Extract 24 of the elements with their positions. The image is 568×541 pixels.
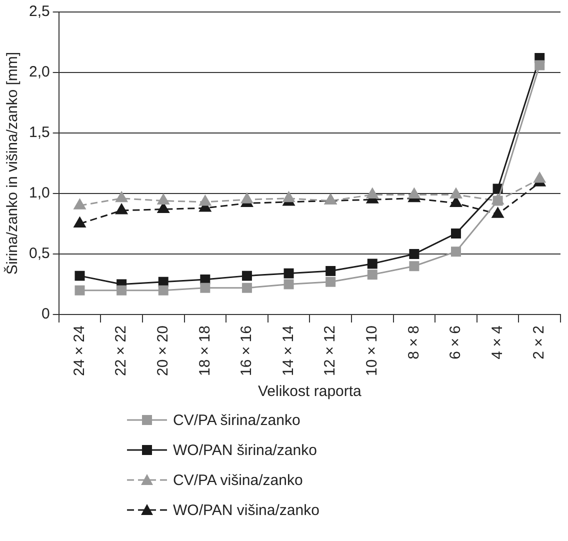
x-tick-label: 18 × 18	[196, 326, 214, 376]
x-axis-title: Velikost raporta	[258, 383, 362, 400]
x-tick-label: 24 × 24	[70, 326, 88, 376]
x-tick-label: 16 × 16	[238, 326, 256, 376]
x-tick-label: 4 × 4	[488, 326, 506, 360]
y-tick-label: 2,0	[28, 64, 50, 81]
x-tick-label: 8 × 8	[405, 326, 422, 360]
legend-label: WO/PAN višina/zanko	[173, 502, 320, 518]
y-tick-label: 1,0	[28, 184, 50, 202]
legend-label: WO/PAN širina/zanko	[173, 442, 317, 458]
x-tick-label: 2 × 2	[530, 326, 548, 360]
y-tick-label: 2,5	[28, 3, 50, 20]
y-tick-label: 0,5	[28, 245, 50, 262]
x-tick-label: 14 × 14	[280, 326, 297, 376]
x-tick-label: 20 × 20	[154, 326, 172, 376]
y-tick-label: 0	[42, 306, 50, 323]
x-tick-label: 22 × 22	[112, 326, 130, 376]
legend-label: CV/PA širina/zanko	[173, 412, 300, 428]
legend-label: CV/PA višina/zanko	[173, 472, 303, 488]
x-tick-label: 12 × 12	[322, 326, 339, 376]
y-axis-title: Širina/zanko in višina/zanko [mm]	[3, 52, 22, 275]
x-tick-label: 10 × 10	[364, 326, 381, 376]
x-tick-label: 6 × 6	[447, 326, 464, 360]
y-tick-label: 1,5	[28, 124, 50, 142]
